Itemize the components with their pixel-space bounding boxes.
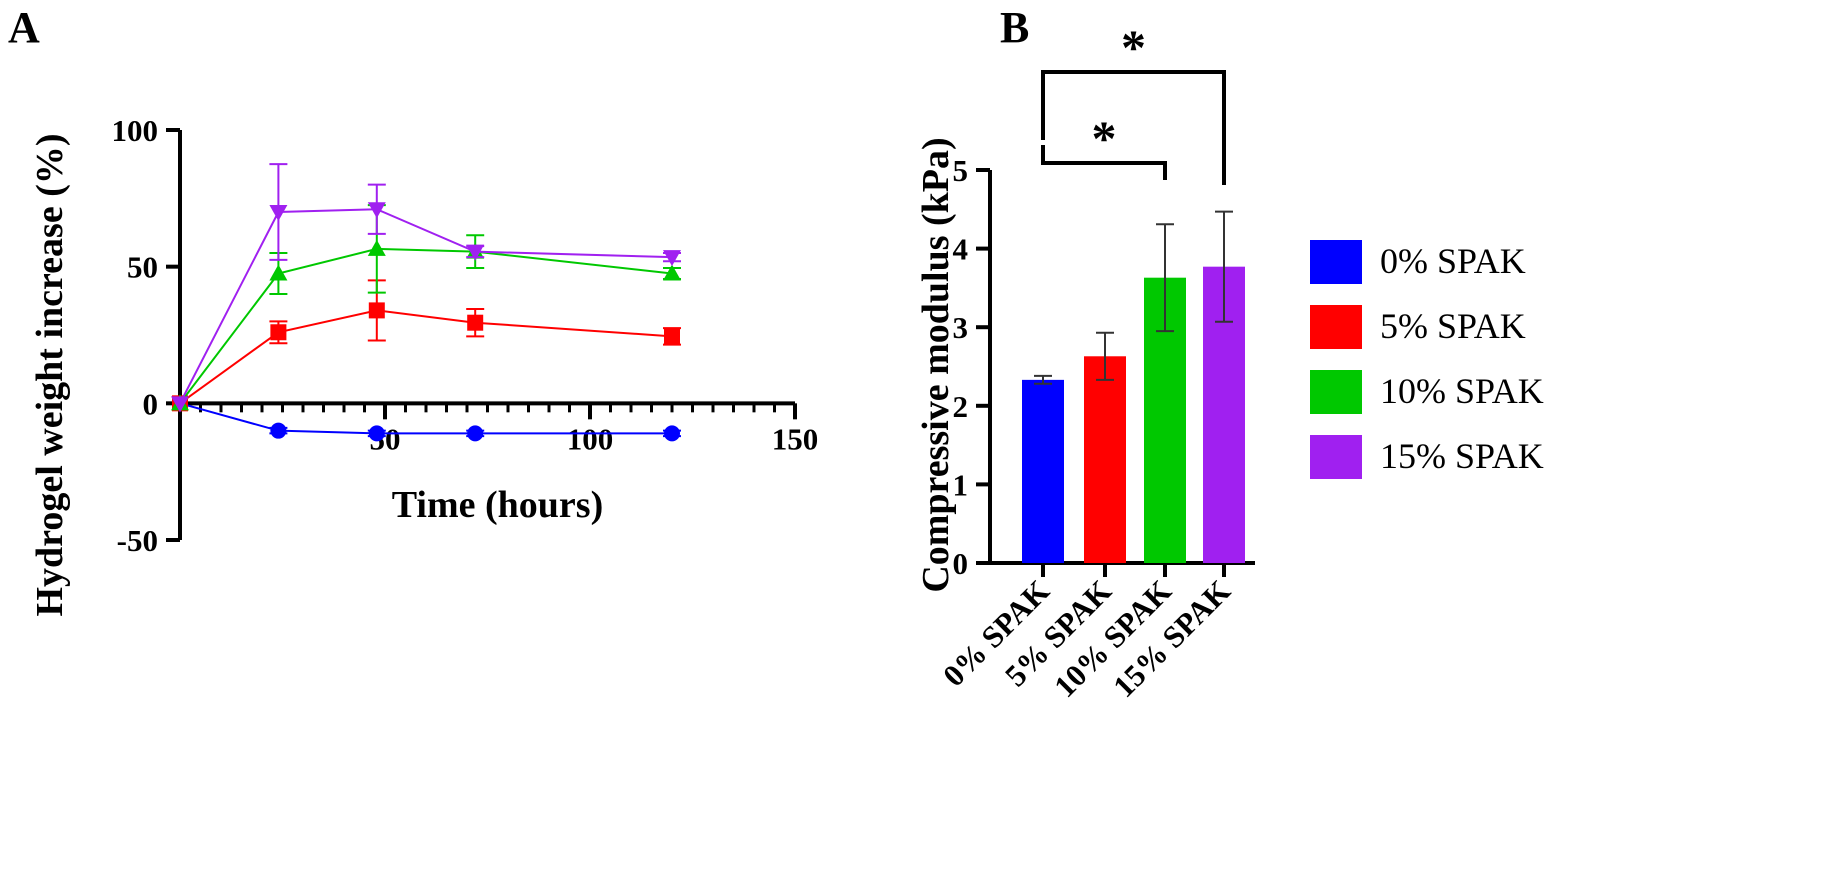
bar [1022,379,1064,563]
y-tick-label: -50 [117,523,158,558]
line-chart-y-axis-title: Hydrogel weight increase (%) [29,133,71,616]
bar-15-spak [1203,210,1245,563]
legend-swatch [1310,370,1362,414]
bar [1084,356,1126,563]
data-point [367,202,386,219]
series-10-spak [171,204,681,411]
line-chart-series-group [171,163,681,442]
series-15-spak [171,163,681,413]
data-point [467,425,484,442]
bar-0-spak [1022,374,1064,563]
series-line [179,309,673,405]
bar-chart-y-axis-title: Compressive modulus (kPa) [915,137,957,592]
data-point [270,324,287,341]
y-tick-label: 0 [143,386,159,421]
significance-bracket: * [1041,19,1226,185]
data-point [663,264,681,281]
legend-label: 15% SPAK [1380,436,1544,476]
bar-chart-axes: 0 1 2 3 4 5 [953,153,1255,581]
data-point [664,328,680,345]
line-chart-x-axis-title: Time (hours) [392,484,603,526]
y-tick-label: 2 [953,389,969,424]
legend-label: 10% SPAK [1380,371,1544,411]
legend-entry: 5% SPAK [1310,305,1526,349]
data-point [171,396,189,413]
bar-5-spak [1084,331,1126,563]
legend-label: 5% SPAK [1380,306,1526,346]
significance-star: * [1121,19,1146,75]
legend-swatch [1310,435,1362,479]
legend-entry: 15% SPAK [1310,435,1544,479]
bracket-line [1041,70,1226,185]
panel-b-label: B [1000,3,1029,52]
data-point [368,302,385,319]
legend-swatch [1310,240,1362,284]
bar-chart-significance-group: ** [1041,19,1226,185]
data-point [269,264,288,281]
bar-10-spak [1144,223,1186,563]
y-tick-label: 1 [953,467,969,502]
data-point [663,250,681,267]
legend-entry: 10% SPAK [1310,370,1544,414]
legend-swatch [1310,305,1362,349]
data-point [664,425,680,442]
x-tick-label: 150 [772,421,819,456]
y-tick-label: 50 [127,250,158,285]
legend-entry: 0% SPAK [1310,240,1526,284]
data-point [368,425,385,442]
y-tick-label: 4 [953,232,969,267]
bar-chart-panel-b: 0 1 2 3 4 5 ** 0% SPAK 5% SPAK 10% SPAK 15% SPAK… [915,19,1544,704]
data-point [269,205,288,221]
bracket-line [1041,145,1167,180]
panel-a-label: A [8,3,40,52]
significance-bracket: * [1041,110,1167,180]
data-point [467,314,484,331]
data-point [466,244,485,261]
data-point [270,422,287,439]
y-tick-label: 3 [953,310,969,345]
bar-chart-bars-group [1022,210,1245,563]
legend-label: 0% SPAK [1380,241,1526,281]
series-5-spak [172,279,681,412]
series-line [179,247,673,404]
significance-star: * [1092,110,1117,166]
y-tick-label: 5 [953,153,969,188]
bar-chart-legend: 0% SPAK 5% SPAK 10% SPAK 15% SPAK [1310,240,1544,479]
y-tick-label: 0 [953,546,969,581]
data-point [367,239,386,256]
x-tick-label: 100 [567,421,614,456]
y-tick-label: 100 [112,113,159,148]
